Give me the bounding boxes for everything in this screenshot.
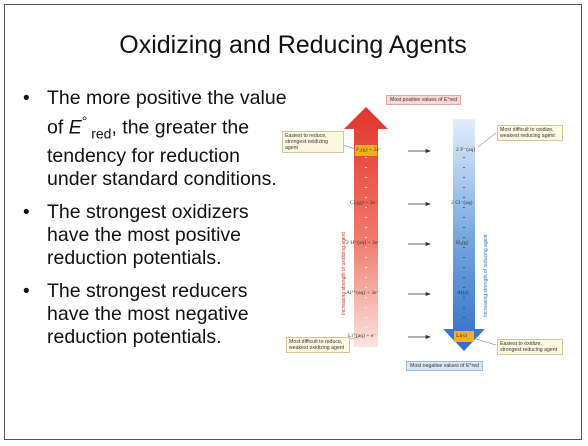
- bullet-marker: •: [23, 88, 30, 109]
- figure-graphics: [342, 107, 497, 351]
- red-row-5: Li(s): [456, 333, 467, 339]
- red-row-2: 2 Cl⁻(aq): [451, 200, 473, 206]
- bullet-marker: •: [23, 202, 30, 224]
- ox-row-3: 2 H⁺(aq) + 2e⁻: [346, 240, 381, 246]
- slide: Oxidizing and Reducing Agents • The more…: [4, 4, 582, 440]
- bullet-2: • The strongest oxidizers have the most …: [19, 201, 289, 270]
- left-bottom-note: Most difficult to reduce, weakest oxidiz…: [286, 337, 350, 353]
- bullet-2-text: The strongest oxidizers have the most po…: [47, 201, 249, 270]
- bullet-1-pre: The more positive the value of: [47, 87, 287, 139]
- red-row-1: 2 F⁻(aq): [456, 147, 476, 153]
- bullet-1-sub: red: [87, 125, 112, 142]
- f2-highlight: [355, 145, 377, 156]
- reaction-arrows: [408, 148, 431, 340]
- bullet-1-degree: °: [81, 113, 88, 129]
- bullet-marker: •: [23, 281, 30, 303]
- bullet-1: • The more positive the value of E° red,…: [19, 87, 289, 191]
- right-axis-label: Increasing strength of reducing agent: [483, 234, 489, 317]
- reduction-potential-figure: Most positive values of E°red Most negat…: [282, 89, 580, 379]
- bullet-3-text: The strongest reducers have the most neg…: [47, 280, 249, 349]
- red-row-4: Al(s): [457, 290, 469, 296]
- bottom-label: Most negative values of E°red: [406, 361, 483, 371]
- red-row-3: H₂(g): [456, 240, 469, 246]
- ox-row-2: Cl₂(g) + 2e⁻: [350, 200, 378, 206]
- left-top-note: Easiest to reduce, strongest oxidizing a…: [282, 131, 344, 153]
- ox-row-4: Al³⁺(aq) + 3e⁻: [346, 290, 380, 296]
- bullet-list: • The more positive the value of E° red,…: [19, 87, 289, 359]
- right-bottom-note: Easiest to oxidize, strongest reducing a…: [497, 339, 563, 355]
- right-top-note: Most difficult to oxidize, weakest reduc…: [497, 125, 563, 141]
- ox-row-1: F₂(g) + 2e⁻: [356, 147, 382, 153]
- reducing-arrow: [443, 119, 485, 351]
- bullet-3: • The strongest reducers have the most n…: [19, 280, 289, 349]
- slide-title: Oxidizing and Reducing Agents: [119, 31, 467, 59]
- bullet-1-post: , the greater the tendency for reduction…: [47, 116, 277, 191]
- bullet-1-e: E: [68, 116, 82, 139]
- ox-row-5: Li⁺(aq) + e⁻: [348, 333, 377, 339]
- li-highlight: [454, 331, 474, 342]
- top-label: Most positive values of E°red: [386, 95, 461, 105]
